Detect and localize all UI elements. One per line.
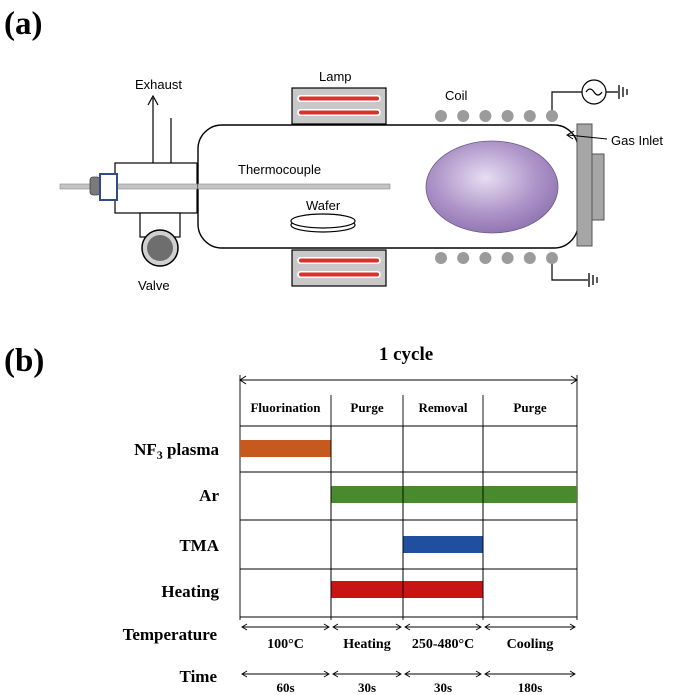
coil-bead: [546, 252, 558, 264]
temperature-value: 250-480°C: [412, 637, 474, 652]
coil-bead: [523, 252, 536, 264]
lamp-label: Lamp: [319, 69, 352, 84]
coil-top-lead: [551, 91, 582, 110]
coil-bead: [435, 110, 447, 122]
gantt-bars: [240, 426, 577, 617]
step-header: Purge: [350, 400, 383, 415]
temperature-span-arrow: [241, 623, 330, 631]
coil-bead: [479, 252, 492, 264]
time-value: 60s: [276, 680, 294, 695]
time-span-arrow: [484, 670, 576, 678]
gantt-bar: [331, 486, 577, 503]
gas-inlet-arrow: [566, 130, 608, 140]
gas-inlet-label: Gas Inlet: [611, 133, 663, 148]
step-header: Removal: [418, 400, 467, 415]
gantt-bar: [331, 581, 483, 598]
reactor-diagram: Exhaust Valve Thermocouple Wafer: [59, 69, 663, 293]
coil-bead: [501, 110, 514, 122]
plasma-icon: [425, 140, 559, 234]
coil-label: Coil: [445, 88, 468, 103]
time-span-arrow: [332, 670, 402, 678]
time-span-arrow: [241, 670, 330, 678]
step-header: Fluorination: [250, 400, 321, 415]
time-value: 30s: [434, 680, 452, 695]
coil-bottom-lead: [551, 264, 588, 281]
lamp-bottom: [291, 249, 387, 287]
flange-door: [591, 153, 605, 221]
coil-bead: [435, 252, 447, 264]
feedthrough-connector: [89, 173, 118, 201]
lamp-top: [291, 87, 387, 125]
temperature-value: 100°C: [267, 637, 304, 652]
row-labels: NF3 plasma Ar TMA Heating Temperature Ti…: [123, 440, 220, 686]
temperature-value: Cooling: [507, 637, 554, 652]
panel-a-label: (a): [4, 6, 42, 42]
temperature-label: Temperature: [123, 625, 218, 644]
coil-bead: [546, 110, 558, 122]
row-label-ar: Ar: [199, 486, 219, 505]
time-label: Time: [180, 667, 218, 686]
coil-bottom: [435, 252, 558, 264]
time-row: 60s 30s 30s 180s: [241, 670, 576, 695]
row-label-tma: TMA: [179, 536, 219, 555]
valve-label: Valve: [138, 278, 170, 293]
time-value: 180s: [518, 680, 543, 695]
thermocouple-label: Thermocouple: [238, 162, 321, 177]
ground-icon: [588, 273, 598, 287]
exhaust-arrows: [147, 94, 172, 163]
cycle-arrow: [239, 375, 578, 385]
temperature-span-arrow: [332, 623, 402, 631]
wafer-label: Wafer: [306, 198, 341, 213]
coil-bead: [523, 110, 536, 122]
coil-bead: [457, 110, 470, 122]
panel-b-label: (b): [4, 343, 44, 379]
coil-bead: [457, 252, 470, 264]
temperature-value: Heating: [343, 637, 390, 652]
temperature-row: 100°C Heating 250-480°C Cooling: [241, 623, 576, 652]
step-headers: Fluorination Purge Removal Purge: [250, 400, 546, 415]
gantt-bar: [403, 536, 483, 553]
thermocouple-rod-inner: [197, 183, 391, 190]
time-value: 30s: [358, 680, 376, 695]
coil-top: [435, 110, 558, 122]
gantt-bar: [240, 440, 331, 457]
process-timing-chart: 1 cycle Fluorination Purge Removal Purge NF…: [123, 344, 578, 695]
valve-icon: [141, 229, 179, 267]
coil-bead: [479, 110, 492, 122]
wafer-icon: [290, 213, 356, 233]
exhaust-label: Exhaust: [135, 77, 182, 92]
coil-bead: [501, 252, 514, 264]
row-label-nf3-plasma: NF3 plasma: [134, 440, 219, 462]
step-header: Purge: [513, 400, 546, 415]
ground-icon: [606, 85, 628, 99]
flange: [576, 123, 593, 247]
cycle-label: 1 cycle: [379, 344, 433, 365]
grid-overlay: [330, 426, 484, 617]
time-span-arrow: [404, 670, 482, 678]
temperature-span-arrow: [404, 623, 482, 631]
row-label-heating: Heating: [161, 582, 219, 601]
temperature-span-arrow: [484, 623, 576, 631]
ac-source-icon: [581, 79, 607, 105]
